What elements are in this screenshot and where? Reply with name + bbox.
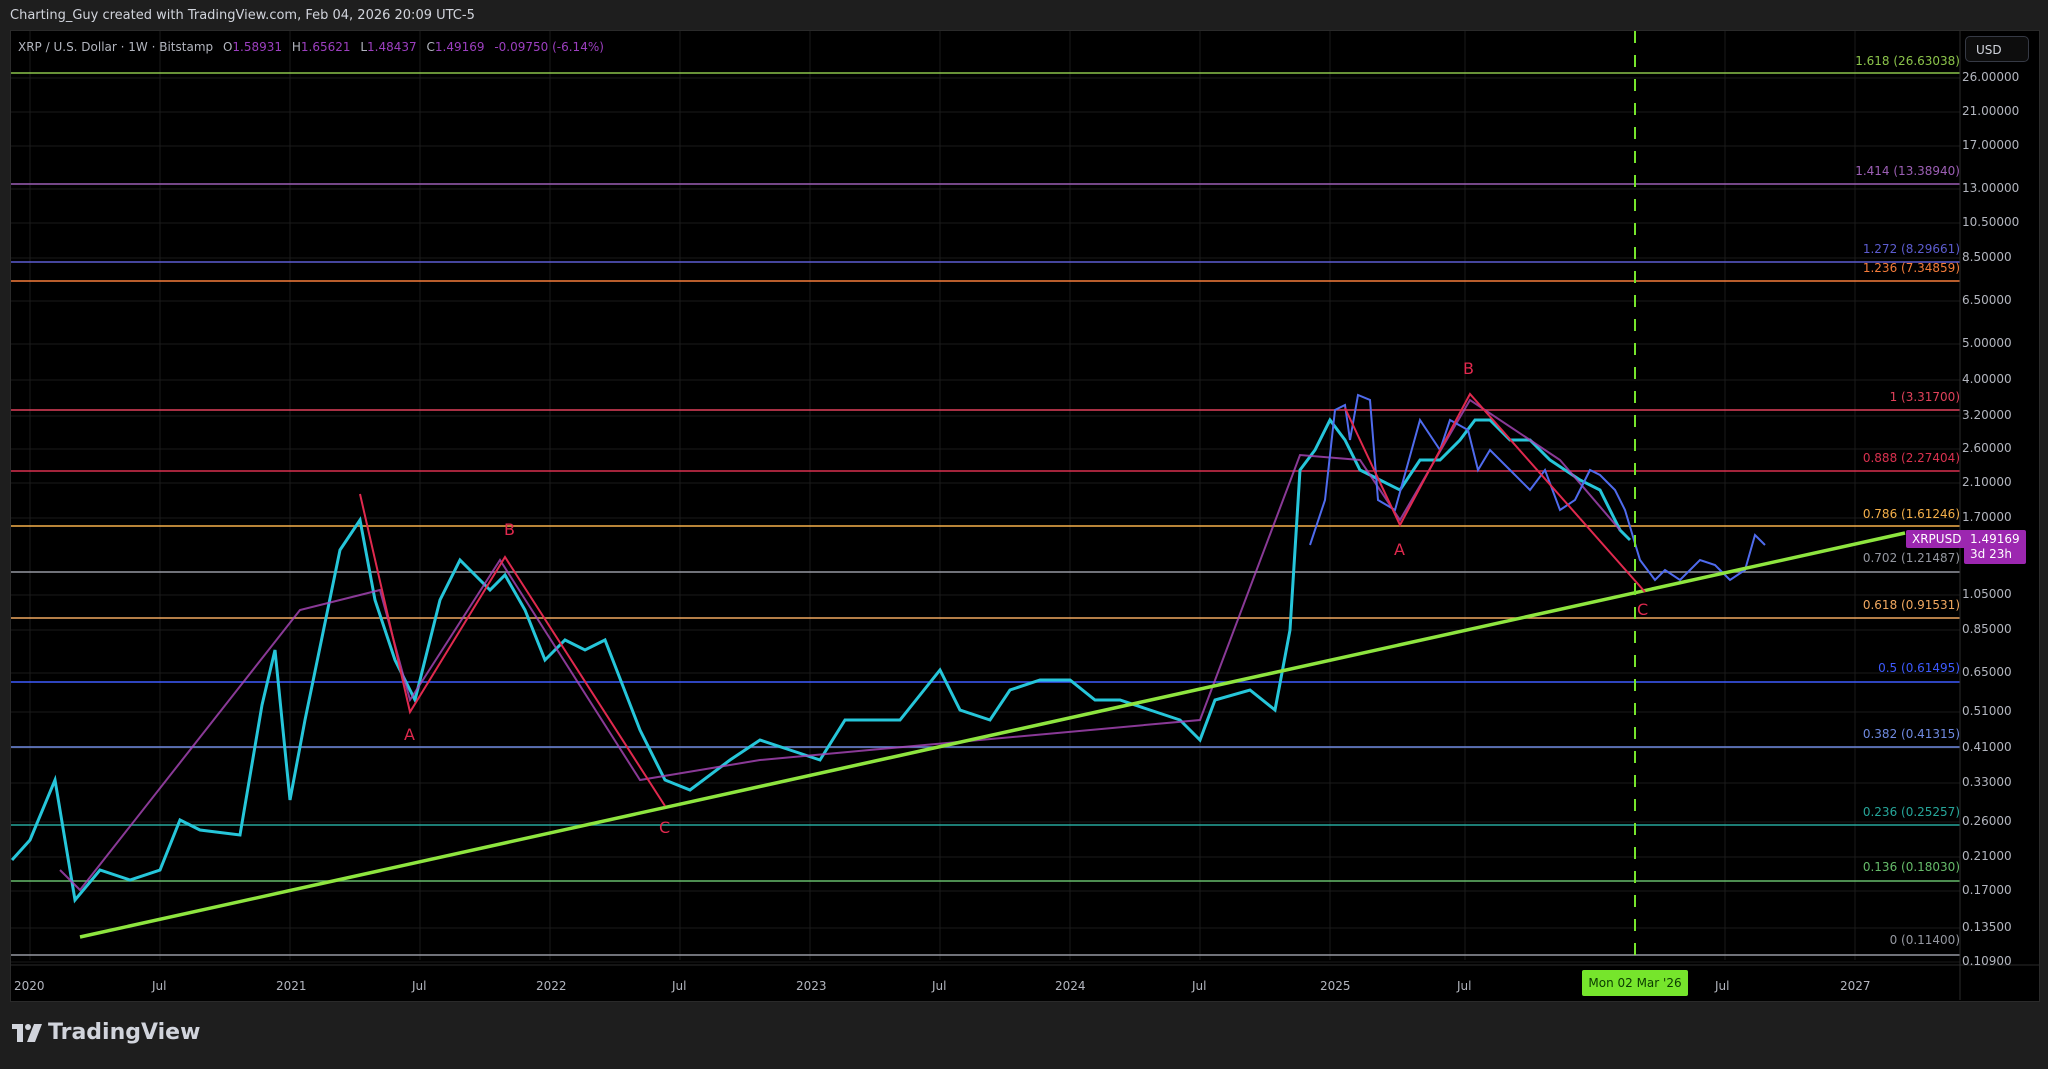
chart-canvas[interactable] [0,0,2048,1000]
wave-label-a1: A [404,725,415,744]
tradingview-logo[interactable]: TradingView [12,1020,200,1045]
change-value: -0.09750 (-6.14%) [494,40,604,54]
high-value: 1.65621 [300,40,351,54]
currency-button[interactable]: USD [1965,36,2029,62]
price-series [10,417,1632,904]
chart-legend: XRP / U.S. Dollar · 1W · Bitstamp O1.589… [18,40,604,54]
grid-vertical [29,31,1856,960]
wave-label-c1: C [659,818,671,837]
chart-frame[interactable] [10,30,2040,1002]
abc-wave-1 [359,493,666,807]
symbol-badge: XRPUSD [1906,530,1968,548]
close-value: 1.49169 [434,40,485,54]
symbol-title: XRP / U.S. Dollar · 1W · Bitstamp [18,40,214,54]
open-value: 1.58931 [232,40,283,54]
logo-text: TradingView [48,1020,201,1045]
grid-horizontal [11,77,1960,963]
low-value: 1.48437 [367,40,417,54]
abc-wave-2 [1344,392,1646,593]
chart-caption: Charting_Guy created with TradingView.co… [10,8,475,23]
fib-levels [11,72,1960,956]
wave-label-b2: B [1463,359,1474,378]
trendline [79,531,1906,939]
tradingview-logo-icon [12,1023,42,1042]
wave-label-a2: A [1394,540,1405,559]
overlay-line [1309,393,1766,582]
price-badge: 1.49169 3d 23h [1964,530,2026,564]
wave-label-c2: C [1637,600,1649,619]
wave-label-b1: B [504,520,515,539]
crosshair-date-badge: Mon 02 Mar '26 [1582,970,1688,996]
